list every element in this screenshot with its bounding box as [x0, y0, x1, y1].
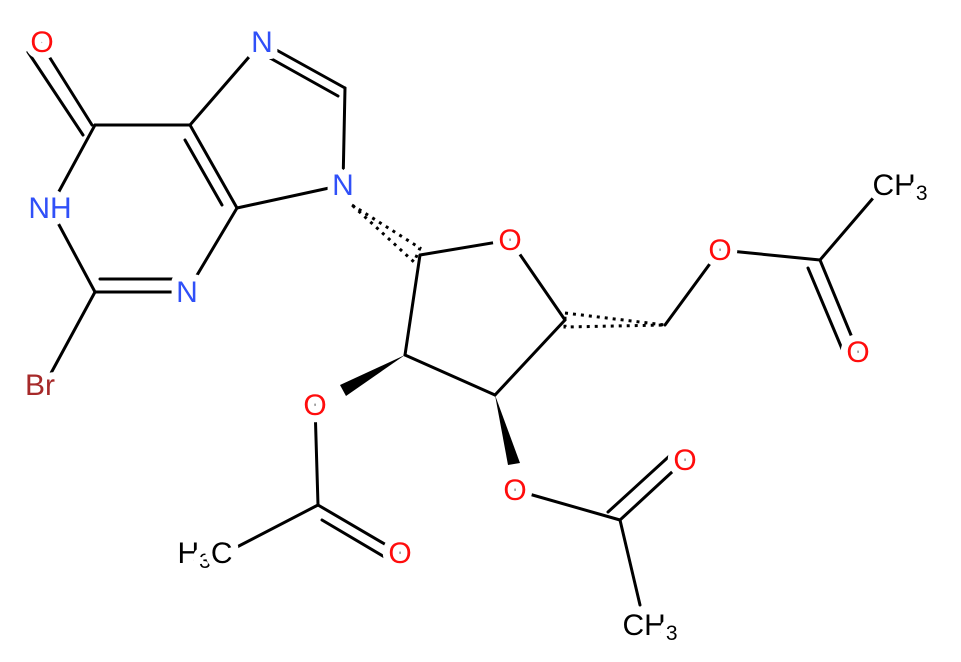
bond [606, 448, 678, 514]
atom-symbol: NH [28, 192, 71, 225]
bond [48, 290, 97, 377]
atom-symbol: N [176, 276, 198, 309]
bond [508, 238, 567, 322]
atom-symbol: O [30, 26, 53, 59]
atom-label: CH3 [622, 609, 677, 645]
bond [48, 206, 97, 294]
bond [260, 40, 347, 90]
atom-symbol: O [673, 444, 696, 477]
atom-symbol: O [388, 537, 411, 570]
atom-label: NH [28, 192, 71, 225]
bond [818, 188, 882, 262]
atom-label: O [498, 224, 521, 257]
atom-symbol: C [211, 537, 233, 570]
bond [313, 403, 320, 507]
bond [403, 253, 422, 357]
bond [188, 40, 264, 127]
bond [235, 183, 345, 210]
atom-symbol: O [498, 224, 521, 257]
atom-symbol: O [708, 234, 731, 267]
wedge-bond [495, 395, 520, 465]
bond [513, 488, 622, 522]
bond [618, 518, 642, 607]
atom-label: O [388, 537, 411, 570]
bond [663, 248, 722, 327]
atom-label: H3C [177, 537, 232, 573]
atom-symbol: CH [872, 169, 915, 202]
bond [183, 138, 224, 207]
atom-label: Br [25, 369, 55, 402]
bond [403, 353, 497, 397]
atom-label: CH3 [872, 169, 927, 205]
bond [493, 318, 567, 397]
atom-symbol: Br [25, 369, 55, 402]
subscript: 3 [199, 550, 211, 573]
bond [818, 258, 860, 354]
bond [188, 123, 239, 210]
bond [718, 248, 822, 262]
atom-label: O [503, 474, 526, 507]
wedge-bond [340, 355, 405, 396]
atom-label: O [673, 444, 696, 477]
atom-symbol: O [303, 389, 326, 422]
atom-label: N [176, 276, 198, 309]
hash-bond [350, 203, 422, 265]
subscript: 3 [916, 182, 928, 205]
bond [316, 503, 402, 555]
bond [38, 40, 94, 127]
atom-symbol: N [332, 169, 354, 202]
bond [233, 503, 320, 550]
bond [418, 238, 512, 257]
bond [320, 518, 395, 564]
atom-label: N [332, 169, 354, 202]
bonds [26, 40, 882, 607]
bond [806, 266, 847, 358]
bond [268, 56, 340, 98]
subscript: 3 [666, 622, 678, 645]
atom-label: O [30, 26, 53, 59]
atom-label: O [303, 389, 326, 422]
atom-label: N [251, 26, 273, 59]
atom-label: O [708, 234, 731, 267]
atom-symbol: H [177, 537, 199, 570]
atom-symbol: CH [622, 609, 665, 642]
atom-label: O [846, 336, 869, 369]
bond [341, 86, 347, 187]
atom-symbol: O [846, 336, 869, 369]
bond [185, 206, 239, 294]
bond [26, 50, 85, 137]
atom-symbol: O [503, 474, 526, 507]
bond [618, 458, 687, 522]
hash-bond [563, 311, 666, 329]
bond [48, 123, 97, 210]
atom-symbol: N [251, 26, 273, 59]
